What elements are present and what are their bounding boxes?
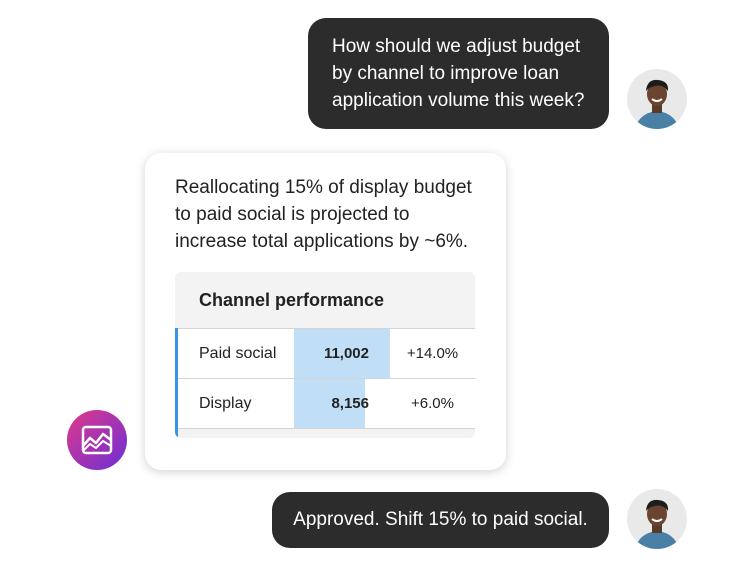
user-avatar [627,69,687,129]
text-line: application volume this week? [332,90,585,111]
text-line: Reallocating 15% of display budget [175,177,472,198]
table-row: Display 8,156 +6.0% [178,378,475,428]
table-row-end [178,428,475,438]
change-value: +14.0% [406,345,459,362]
volume-cell: 11,002 [294,329,390,378]
message-text: How should we adjust budget by channel t… [332,33,584,114]
text-line: How should we adjust budget [332,36,581,57]
user-avatar [627,489,687,549]
volume-bar [294,329,390,378]
message-text: Approved. Shift 15% to paid social. [293,509,588,530]
user-message: Approved. Shift 15% to paid social. [272,492,609,548]
text-line: increase total applications by ~6%. [175,231,469,252]
avatar-image [635,79,679,129]
change-value: +6.0% [411,395,454,412]
volume-cell: 8,156 [294,379,390,428]
avatar-image [635,499,679,549]
user-message: How should we adjust budget by channel t… [308,18,609,129]
volume-value: 8,156 [331,395,369,412]
volume-bar [294,379,366,428]
table-title: Channel performance [199,290,385,310]
volume-value: 11,002 [323,345,369,362]
text-line: by channel to improve loan [332,63,560,84]
assistant-message: Reallocating 15% of display budget to pa… [145,153,506,470]
assistant-icon [81,425,113,455]
text-line: to paid social is projected to [175,204,410,225]
assistant-avatar [67,410,127,470]
channel-name: Display [199,395,252,412]
channel-name: Paid social [199,345,277,362]
table-body: Paid social 11,002 +14.0% Display 8,156 +6.0% [175,328,475,438]
table-row: Paid social 11,002 +14.0% [178,328,475,378]
performance-table: Channel performance Paid social 11,002 +14… [175,272,475,438]
message-text: Reallocating 15% of display budget to pa… [175,174,472,255]
